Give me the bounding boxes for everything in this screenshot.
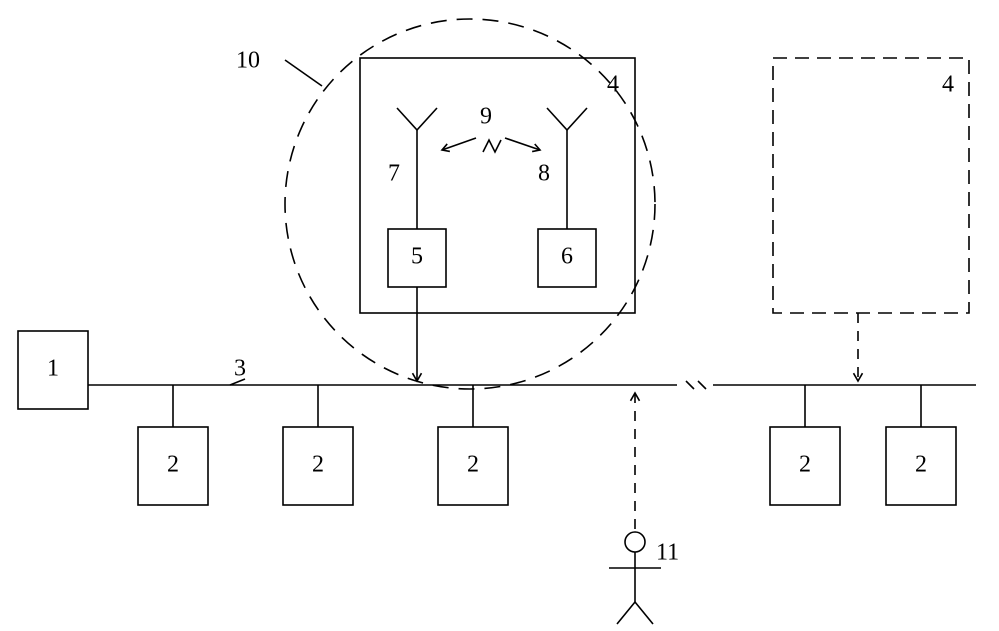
- label-5: 5: [411, 244, 423, 270]
- rf-zigzag-icon: [483, 140, 501, 152]
- label-9: 9: [480, 104, 492, 130]
- label-2: 2: [799, 452, 811, 478]
- label-2: 2: [915, 452, 927, 478]
- label-4-ghost: 4: [942, 72, 954, 98]
- label-1: 1: [47, 356, 59, 382]
- label-8: 8: [538, 161, 550, 187]
- label-2: 2: [467, 452, 479, 478]
- label-11: 11: [656, 540, 679, 566]
- label-2: 2: [312, 452, 324, 478]
- block-4-ghost: [773, 58, 969, 313]
- person-icon: [625, 532, 645, 552]
- label-10: 10: [236, 48, 260, 74]
- label-6: 6: [561, 244, 573, 270]
- block-4-main: [360, 58, 635, 313]
- dashed-circle: [285, 19, 655, 389]
- label-2: 2: [167, 452, 179, 478]
- label-7: 7: [388, 161, 400, 187]
- label-4: 4: [607, 72, 619, 98]
- label-3: 3: [234, 356, 246, 382]
